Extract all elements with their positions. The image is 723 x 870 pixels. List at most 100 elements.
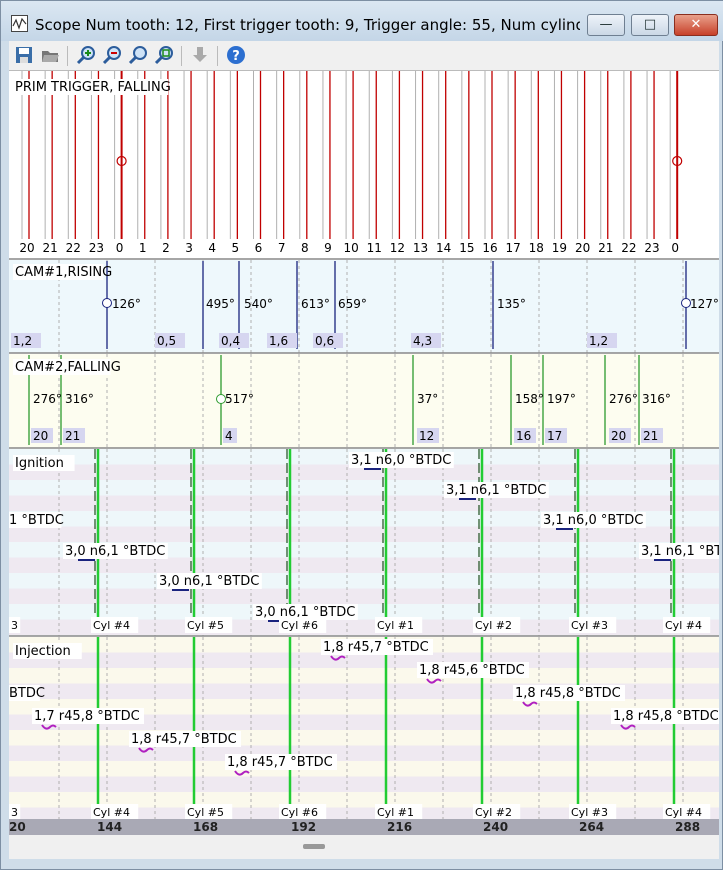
- cam2-badge-bg: [641, 428, 663, 443]
- horizontal-scrollbar[interactable]: [9, 835, 719, 859]
- ignition-event-label-bg: [253, 604, 358, 620]
- injection-pulse-marker: [522, 701, 538, 707]
- cam2-angle: 316°: [65, 392, 94, 406]
- tooth-number: 13: [413, 241, 428, 255]
- zoom-reset-icon[interactable]: [127, 45, 149, 67]
- close-button[interactable]: ✕: [674, 14, 718, 36]
- bg-stripe: [9, 588, 719, 604]
- ignition-cyl-label: Cyl #1: [377, 619, 414, 632]
- axis-tick-label: 216: [387, 820, 412, 834]
- axis-tick-label: 20: [9, 820, 26, 834]
- injection-cyl-label-bg: [473, 804, 521, 820]
- cam1-badge-bg: [587, 333, 617, 348]
- injection-cyl-label-bg: [663, 804, 711, 820]
- bg-stripe: [9, 730, 719, 746]
- cam1-badge-bg: [155, 333, 185, 348]
- ignition-event-label: 3,1 n6,1 °BTDC: [641, 544, 719, 559]
- injection-pulse-marker: [330, 655, 346, 661]
- cam2-badge-bg: [514, 428, 536, 443]
- cam2-label: CAM#2,FALLING: [15, 360, 121, 375]
- bg-stripe: [9, 714, 719, 730]
- injection-cyl-label: Cyl #5: [187, 806, 224, 819]
- scroll-grip[interactable]: [303, 844, 325, 849]
- cam1-badge-bg: [11, 333, 41, 348]
- injection-cyl-label-bg: [569, 804, 617, 820]
- bg-stripe: [9, 652, 719, 668]
- injection-cyl-label: Cyl #6: [281, 806, 318, 819]
- injection-event-label: 1,8 r45,7 °BTDC: [323, 640, 429, 655]
- scope-canvas[interactable]: 20 21 22 23 0 1 2 3 4 5 6 7 8 9 10 11 12 13 14 15 16 17 18 19 20…: [9, 71, 719, 821]
- toolbar: ?: [9, 41, 719, 71]
- toolbar-separator: [217, 46, 218, 66]
- ignition-cyl-label-bg: [663, 617, 711, 633]
- tooth-number: 11: [367, 241, 382, 255]
- tooth-number: 23: [89, 241, 104, 255]
- cam1-badge: 1,6: [269, 334, 288, 348]
- cam2-badge: 17: [547, 429, 562, 443]
- ignition-cyl-label: Cyl #5: [187, 619, 224, 632]
- bg-stripe: [9, 526, 719, 542]
- scope-chart[interactable]: 20 21 22 23 0 1 2 3 4 5 6 7 8 9 10 11 12 13 14 15 16 17 18 19 20…: [9, 71, 719, 821]
- ignition-label-bg: [13, 455, 75, 471]
- cam2-badge-bg: [417, 428, 439, 443]
- minimize-button[interactable]: —: [587, 14, 625, 36]
- cam1-badge: 1,2: [13, 334, 32, 348]
- bg-stripe: [9, 668, 719, 684]
- cam1-angle: 495°: [206, 297, 235, 311]
- ignition-cyl-label-bg: [279, 617, 327, 633]
- bg-stripe: [9, 495, 719, 511]
- help-icon[interactable]: ?: [225, 45, 247, 67]
- axis-tick-label: 240: [483, 820, 508, 834]
- cam1-angle: 126°: [112, 297, 141, 311]
- cam2-badge-bg: [63, 428, 85, 443]
- ignition-cyl-label: Cyl #6: [281, 619, 318, 632]
- zoom-fit-icon[interactable]: [153, 45, 175, 67]
- save-icon[interactable]: [13, 45, 35, 67]
- cam1-badge-bg: [267, 333, 297, 348]
- cam2-badge: 4: [225, 429, 233, 443]
- injection-event-label: 1,8 r45,8 °BTDC: [613, 709, 719, 724]
- zoom-in-icon[interactable]: [75, 45, 97, 67]
- cam1-badge: 0,4: [221, 334, 240, 348]
- injection-label-bg: [13, 643, 82, 659]
- cam1-badge-bg: [219, 333, 249, 348]
- open-icon[interactable]: [39, 45, 61, 67]
- injection-pulse-marker: [138, 747, 154, 753]
- injection-cyl-label-bg: [185, 804, 233, 820]
- bg-stripe: [9, 573, 719, 589]
- injection-cyl-label-bg: [279, 804, 327, 820]
- tooth-number: 3: [185, 241, 193, 255]
- cam1-label: CAM#1,RISING: [15, 265, 112, 280]
- cam1-badge: 0,6: [315, 334, 334, 348]
- tooth-number: 16: [482, 241, 497, 255]
- axis-tick-label: 192: [291, 820, 316, 834]
- download-icon[interactable]: [189, 45, 211, 67]
- injection-event-label-bg: [129, 731, 241, 747]
- ignition-cyl-label: 3: [11, 619, 18, 632]
- bg-stripe: [9, 542, 719, 558]
- injection-event-label-bg: [611, 708, 719, 724]
- ignition-event-label-bg: [349, 452, 454, 468]
- ignition-label: Ignition: [15, 456, 64, 471]
- injection-cyl-label: 3: [11, 806, 18, 819]
- tooth-number: 22: [66, 241, 81, 255]
- tooth-number: 9: [324, 241, 332, 255]
- zoom-out-icon[interactable]: [101, 45, 123, 67]
- injection-pulse-marker: [426, 678, 442, 684]
- ignition-event-label: 3,0 n6,1 °BTDC: [255, 605, 355, 620]
- cam2-badge-bg: [31, 428, 53, 443]
- injection-event-label-bg: [321, 639, 433, 655]
- tooth-number: 1: [139, 241, 147, 255]
- injection-label: Injection: [15, 644, 71, 659]
- maximize-button[interactable]: □: [631, 14, 669, 36]
- title-bar[interactable]: Scope Num tooth: 12, First trigger tooth…: [1, 1, 723, 41]
- cam1-marker: [102, 298, 112, 308]
- injection-cyl-label-bg: [375, 804, 423, 820]
- window-title: Scope Num tooth: 12, First trigger tooth…: [35, 16, 580, 34]
- axis-tick-label: 264: [579, 820, 604, 834]
- prim-trigger-label-bg: [13, 79, 169, 95]
- bg-stripe: [9, 792, 719, 808]
- ignition-event-label-bg: [541, 512, 646, 528]
- tooth-number: 22: [621, 241, 636, 255]
- ignition-event-label-bg: [63, 543, 168, 559]
